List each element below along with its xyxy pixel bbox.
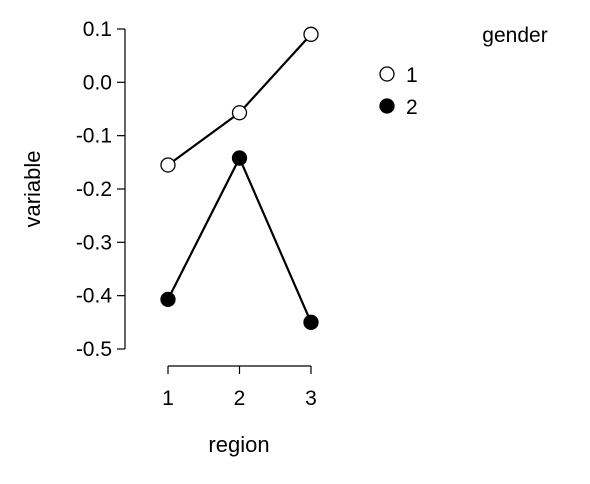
x-axis-title: region — [208, 432, 269, 457]
y-tick-label: 0.1 — [83, 18, 112, 41]
x-axis: 1 2 3 — [162, 365, 317, 410]
series-2-point — [303, 314, 319, 330]
y-tick-label: -0.3 — [76, 231, 112, 254]
y-axis-title: variable — [20, 150, 45, 227]
series-2-point — [160, 291, 176, 308]
series-1-point — [303, 26, 319, 42]
legend: gender 1 2 — [379, 24, 548, 119]
legend-marker-1 — [379, 66, 395, 82]
x-tick-label: 3 — [305, 387, 317, 410]
x-tick-label: 1 — [162, 387, 174, 410]
y-tick-label: -0.5 — [76, 338, 112, 361]
series-2-line — [167, 155, 313, 323]
legend-label-1: 1 — [406, 64, 418, 87]
x-tick-label: 2 — [234, 387, 246, 410]
series-1-point — [160, 157, 176, 173]
y-tick-label: -0.1 — [76, 125, 112, 148]
legend-label-2: 2 — [406, 96, 418, 119]
plot-area — [160, 26, 319, 330]
series-1-point — [231, 105, 248, 121]
y-tick-label: -0.2 — [76, 178, 112, 201]
y-tick-label: 0.0 — [83, 71, 112, 94]
y-axis: -0.5 -0.4 -0.3 -0.2 -0.1 0.0 0.1 — [76, 18, 126, 361]
series-1-line — [167, 33, 312, 166]
legend-marker-2 — [379, 98, 395, 114]
legend-title: gender — [482, 24, 547, 47]
series-2-point — [231, 150, 248, 166]
y-tick-label: -0.4 — [76, 285, 113, 308]
